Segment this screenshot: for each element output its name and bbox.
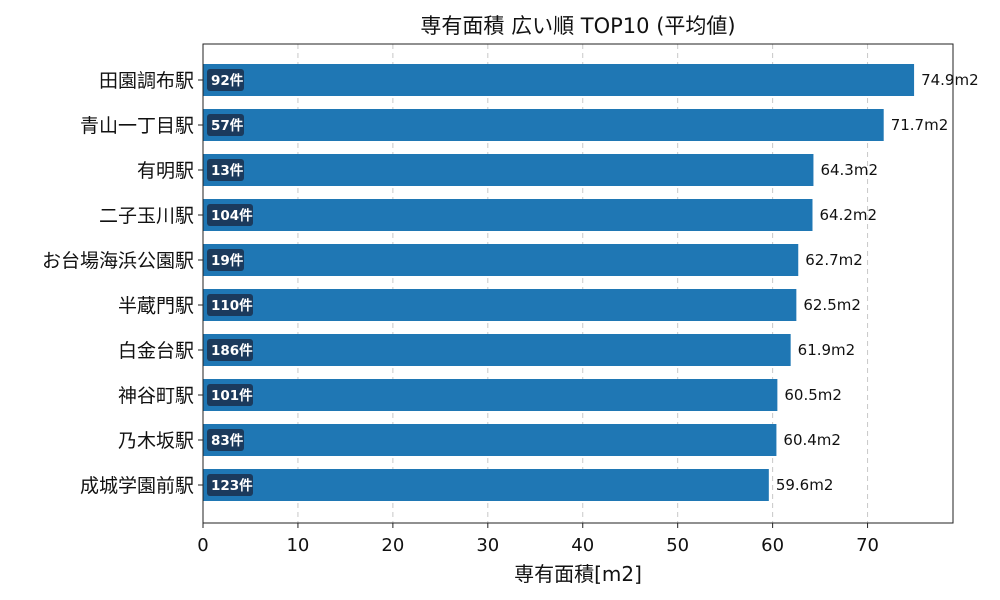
y-tick-label: 成城学園前駅 [80,475,194,497]
count-badge [207,474,253,496]
value-label: 64.3m2 [820,161,878,179]
value-label: 59.6m2 [776,476,834,494]
bar [203,154,814,186]
x-tick-label: 40 [571,535,594,556]
x-tick-label: 0 [197,535,208,556]
chart-title: 専有面積 広い順 TOP10 (平均値) [420,14,735,38]
x-tick-label: 70 [856,535,879,556]
count-label: 19件 [211,252,244,269]
count-badge [207,294,253,316]
count-label: 13件 [211,162,244,179]
count-label: 92件 [211,72,244,89]
count-badge [207,249,244,271]
y-tick-label: 神谷町駅 [118,385,194,407]
count-badge [207,429,244,451]
y-tick-label: 青山一丁目駅 [80,115,194,137]
bar [203,244,799,276]
value-label: 60.4m2 [783,431,841,449]
count-label: 110件 [211,297,253,314]
x-tick-labels: 0 10 20 30 40 50 60 70 [197,523,879,556]
count-badge [207,339,253,361]
y-tick-labels: 田園調布駅青山一丁目駅有明駅二子玉川駅お台場海浜公園駅半蔵門駅白金台駅神谷町駅乃… [42,70,203,497]
count-label: 57件 [211,117,244,134]
value-label: 71.7m2 [891,116,949,134]
y-tick-label: 乃木坂駅 [118,430,194,452]
value-label: 60.5m2 [784,386,842,404]
x-tick-label: 60 [761,535,784,556]
value-label: 61.9m2 [798,341,856,359]
bar [203,109,884,141]
bar [203,64,915,96]
x-axis-label: 専有面積[m2] [514,562,642,586]
bar [203,334,791,366]
value-label: 62.7m2 [805,251,863,269]
y-tick-label: 二子玉川駅 [99,205,194,227]
x-tick-label: 10 [286,535,309,556]
x-tick-label: 30 [476,535,499,556]
count-label: 104件 [211,207,253,224]
count-label: 123件 [211,477,253,494]
count-badge [207,114,244,136]
y-tick-label: 半蔵門駅 [118,295,194,317]
count-badge [207,384,253,406]
count-label: 83件 [211,432,244,449]
y-tick-label: お台場海浜公園駅 [42,250,194,272]
x-tick-label: 50 [666,535,689,556]
y-tick-label: 田園調布駅 [99,70,194,92]
bar [203,289,797,321]
value-label: 74.9m2 [921,71,979,89]
bar [203,379,778,411]
bars: 92件 74.9m2 57件 71.7m2 13件 64.3m2 104件 64.2m2 19件… [203,64,979,501]
y-tick-label: 有明駅 [137,160,194,182]
y-tick-label: 白金台駅 [118,340,194,362]
count-label: 186件 [211,342,253,359]
bar [203,199,813,231]
x-tick-label: 20 [381,535,404,556]
value-label: 62.5m2 [803,296,861,314]
value-label: 64.2m2 [819,206,877,224]
count-badge [207,204,253,226]
bar [203,424,777,456]
count-badge [207,159,244,181]
count-label: 101件 [211,387,253,404]
bar [203,469,769,501]
plot-frame [202,43,954,524]
count-badge [207,69,244,91]
